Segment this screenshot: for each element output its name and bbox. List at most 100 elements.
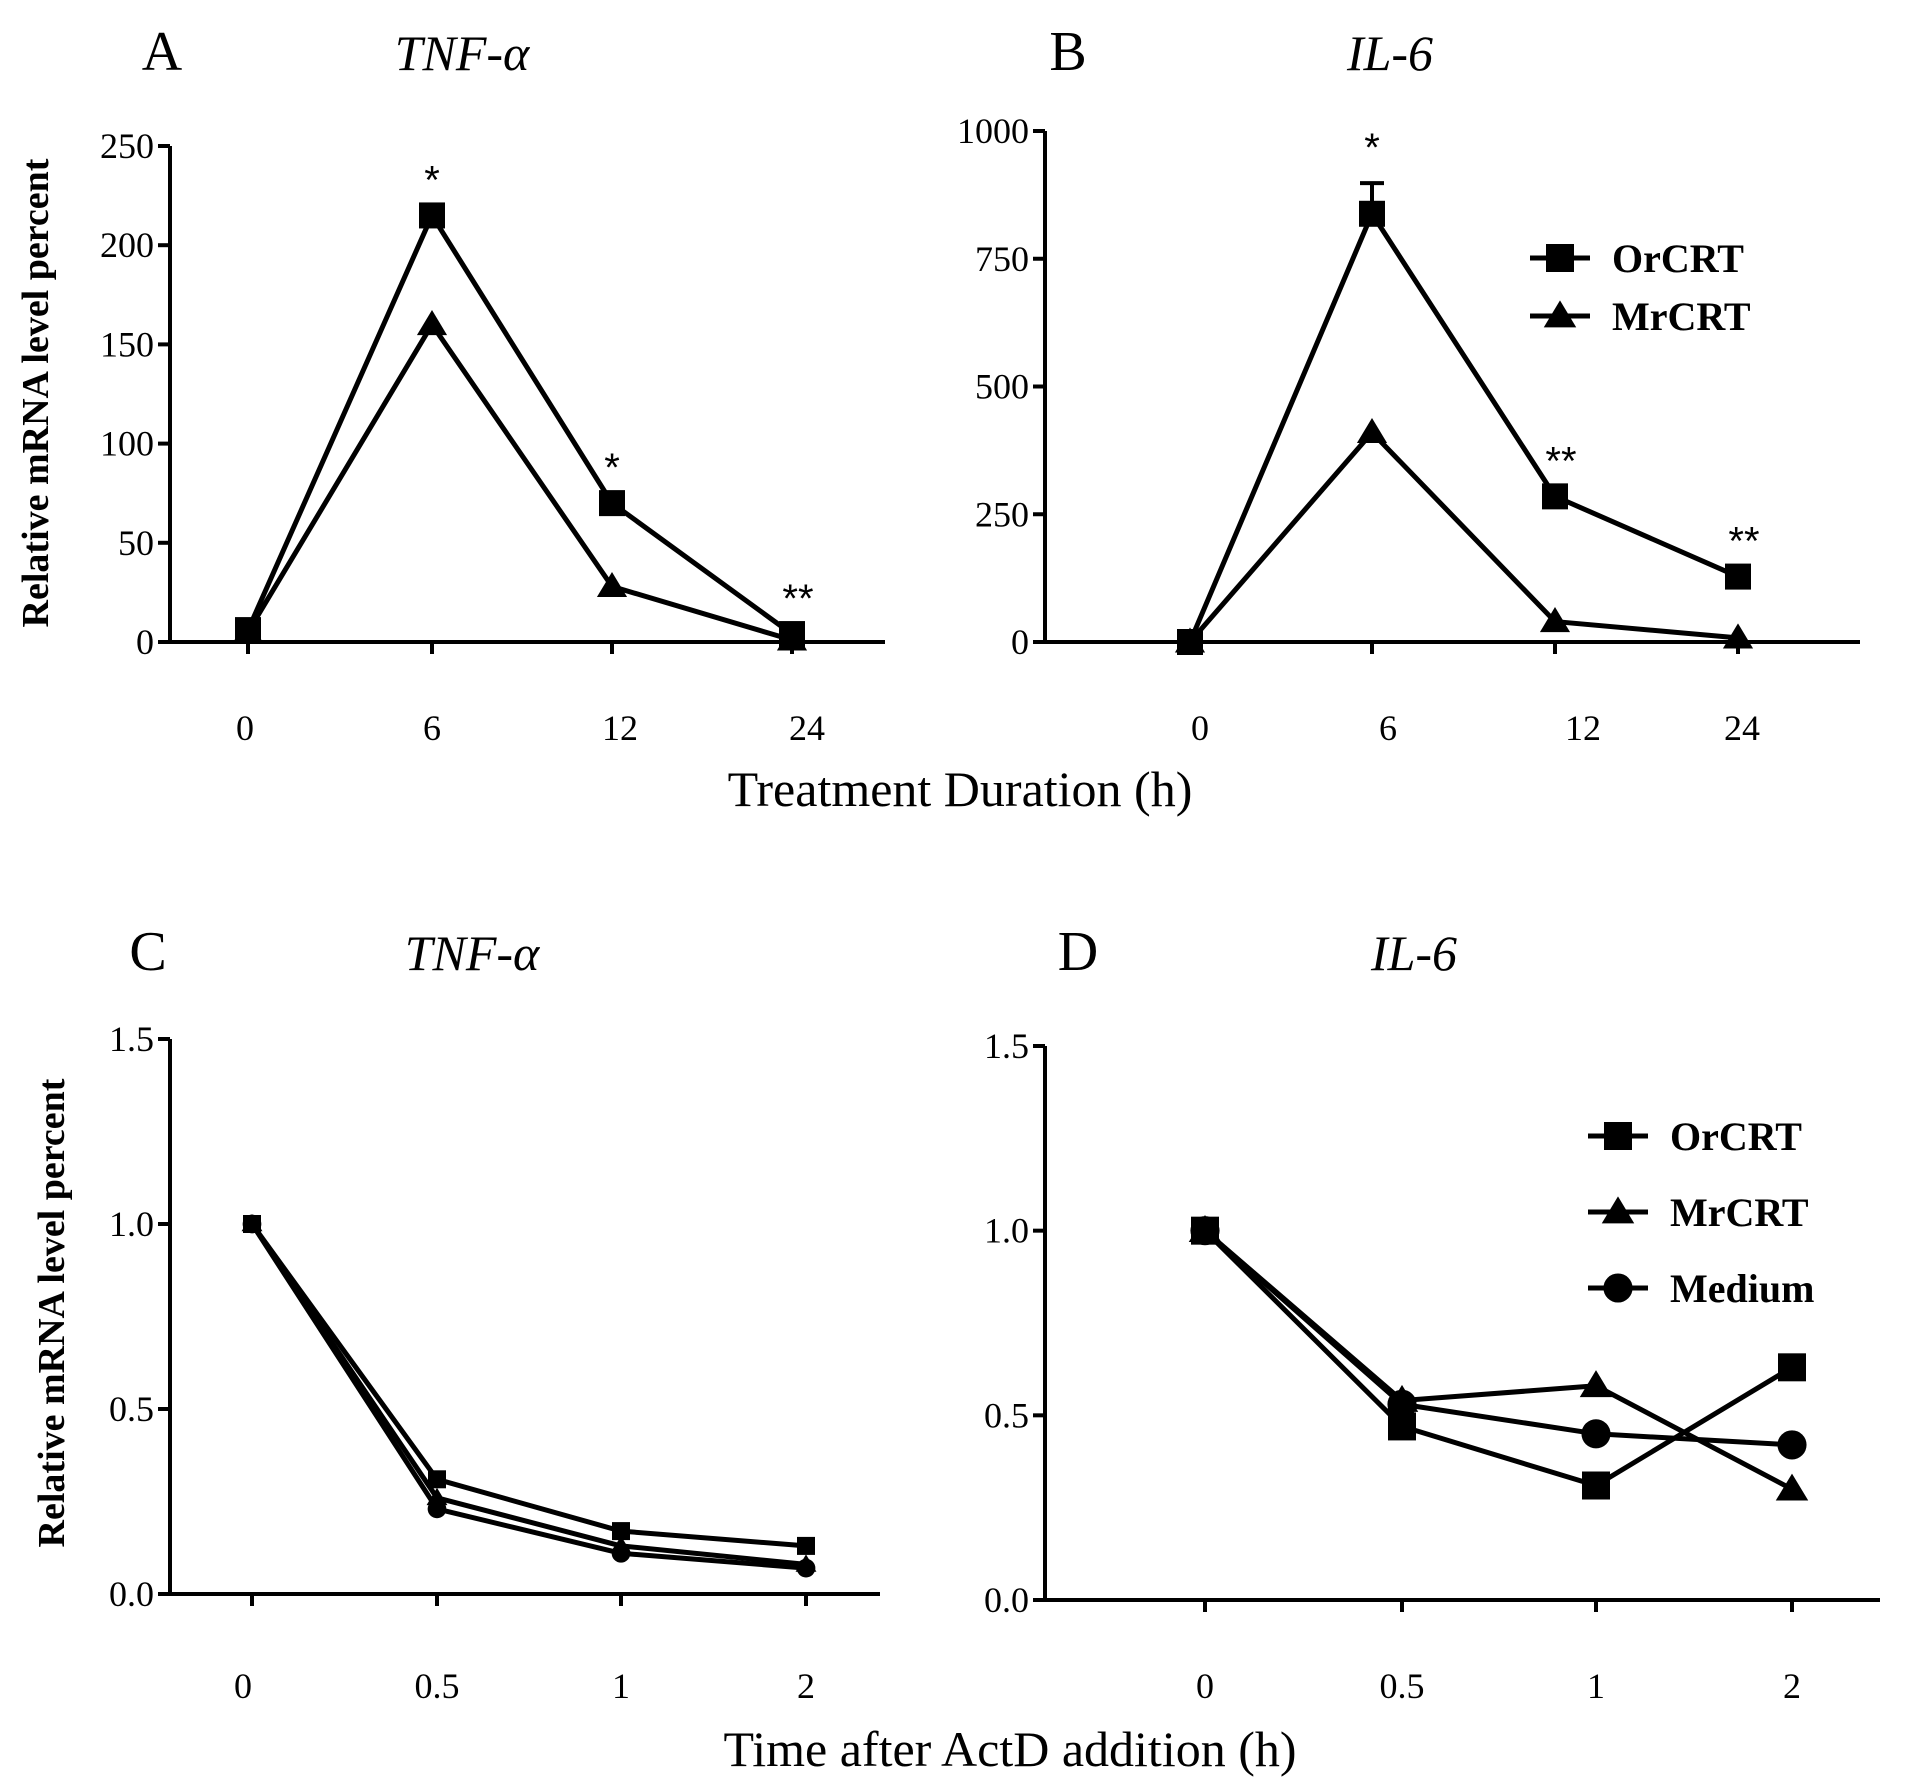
- y-tick-label: 1.0: [109, 1204, 154, 1244]
- data-point-square: [1542, 483, 1568, 510]
- series-orcrt: [243, 1215, 815, 1555]
- x-tick-label: 0.5: [1380, 1666, 1425, 1706]
- x-tick-label: 6: [1379, 708, 1397, 748]
- data-point-triangle: [1579, 1370, 1613, 1398]
- data-point-triangle: [1356, 417, 1388, 444]
- data-point-circle: [796, 1558, 816, 1578]
- series-orcrt: [235, 202, 805, 648]
- series-mrcrt: [241, 1213, 817, 1572]
- series-medium: [242, 1214, 816, 1578]
- shared-xlabel-top: Treatment Duration (h): [728, 761, 1193, 817]
- significance-marker: **: [1728, 520, 1759, 564]
- data-point-circle: [1190, 1216, 1220, 1246]
- data-point-square: [419, 202, 445, 229]
- y-tick-label: 0.5: [984, 1395, 1029, 1435]
- data-point-square: [1582, 1471, 1610, 1500]
- y-axis-label: Relative mRNA level percent: [31, 1078, 73, 1547]
- y-tick-label: 1.5: [984, 1026, 1029, 1066]
- x-tick-label: 0: [234, 1666, 252, 1706]
- significance-marker: *: [604, 446, 620, 490]
- data-point-triangle: [416, 310, 448, 336]
- y-tick-label: 1.5: [109, 1019, 154, 1059]
- data-point-triangle: [1539, 607, 1571, 633]
- panel-letter: A: [142, 21, 183, 83]
- data-point-triangle: [1775, 1473, 1809, 1501]
- legend-label: MrCRT: [1670, 1190, 1809, 1235]
- legend-label: OrCRT: [1612, 236, 1744, 281]
- x-tick-label: 0: [236, 708, 254, 748]
- legend-entry-mrcrt: MrCRT: [1588, 1190, 1809, 1235]
- data-point-circle: [427, 1499, 447, 1519]
- series-line: [249, 1222, 807, 1549]
- data-point-circle: [1387, 1389, 1417, 1419]
- data-point-triangle: [1174, 627, 1206, 653]
- y-tick-label: 0.0: [109, 1574, 154, 1614]
- series-mrcrt: [232, 310, 808, 651]
- data-point-circle: [1581, 1419, 1611, 1449]
- legend-entry-orcrt: OrCRT: [1530, 236, 1744, 281]
- legend-marker-triangle: [1601, 1196, 1635, 1224]
- x-tick-label: 24: [1724, 708, 1760, 748]
- y-tick-label: 750: [975, 239, 1029, 279]
- legend-label: MrCRT: [1612, 294, 1751, 339]
- legend-entry-orcrt: OrCRT: [1588, 1114, 1802, 1159]
- significance-marker: *: [424, 158, 440, 202]
- legend: OrCRT MrCRT Medium: [1588, 1114, 1814, 1311]
- x-tick-label: 0.5: [415, 1666, 460, 1706]
- legend-label: Medium: [1670, 1266, 1814, 1311]
- panel-a: A TNF-α 0 50 100 150 200 250 0 6 12 24 Relative mRNA…: [15, 21, 885, 748]
- data-point-square: [1359, 200, 1385, 227]
- series-mrcrt: [1174, 417, 1754, 653]
- panel-c: C TNF-α 0.0 0.5 1.0 1.5 0 0.5 1 2 Relative mRNA le…: [31, 921, 880, 1706]
- legend-label: OrCRT: [1670, 1114, 1802, 1159]
- y-tick-label: 0.0: [984, 1580, 1029, 1620]
- series-line: [245, 212, 794, 637]
- legend: OrCRT MrCRT: [1530, 236, 1751, 339]
- legend-marker-triangle: [1543, 300, 1577, 328]
- y-tick-label: 200: [100, 225, 154, 265]
- y-tick-label: 100: [100, 424, 154, 464]
- y-tick-label: 1.0: [984, 1211, 1029, 1251]
- data-point-circle: [242, 1214, 262, 1234]
- data-point-circle: [611, 1543, 631, 1563]
- x-tick-label: 1: [1587, 1666, 1605, 1706]
- data-point-square: [612, 1522, 630, 1541]
- x-tick-label: 1: [612, 1666, 630, 1706]
- y-tick-label: 150: [100, 324, 154, 364]
- x-tick-label: 12: [1565, 708, 1601, 748]
- series-medium: [1190, 1216, 1807, 1460]
- shared-xlabel-bottom: Time after ActD addition (h): [723, 1721, 1296, 1777]
- series-line: [1187, 211, 1740, 643]
- y-tick-label: 0: [1011, 622, 1029, 662]
- series-orcrt: [1177, 181, 1751, 655]
- data-point-square: [1778, 1353, 1806, 1382]
- data-point-triangle: [232, 617, 264, 643]
- significance-marker: **: [782, 577, 813, 621]
- significance-marker: **: [1545, 439, 1576, 483]
- data-point-triangle: [1722, 623, 1754, 649]
- x-tick-label: 12: [602, 708, 638, 748]
- x-tick-label: 0: [1191, 708, 1209, 748]
- panel-letter: B: [1049, 21, 1086, 83]
- panel-title: IL-6: [1346, 25, 1433, 81]
- panel-title: TNF-α: [405, 925, 541, 981]
- panel-title: IL-6: [1370, 925, 1457, 981]
- series-line: [245, 322, 793, 643]
- y-tick-label: 1000: [957, 111, 1029, 151]
- data-point-circle: [1777, 1430, 1807, 1460]
- legend-entry-mrcrt: MrCRT: [1530, 294, 1751, 339]
- data-point-square: [1725, 563, 1751, 590]
- series-line: [1203, 1228, 1794, 1489]
- y-tick-label: 250: [100, 126, 154, 166]
- y-tick-label: 50: [118, 523, 154, 563]
- panel-letter: D: [1058, 921, 1098, 983]
- series-line: [249, 1222, 807, 1571]
- x-tick-label: 2: [1783, 1666, 1801, 1706]
- data-point-triangle: [596, 571, 628, 597]
- series-line: [1188, 429, 1739, 644]
- x-tick-label: 6: [423, 708, 441, 748]
- data-point-square: [428, 1470, 446, 1489]
- panel-letter: C: [129, 921, 166, 983]
